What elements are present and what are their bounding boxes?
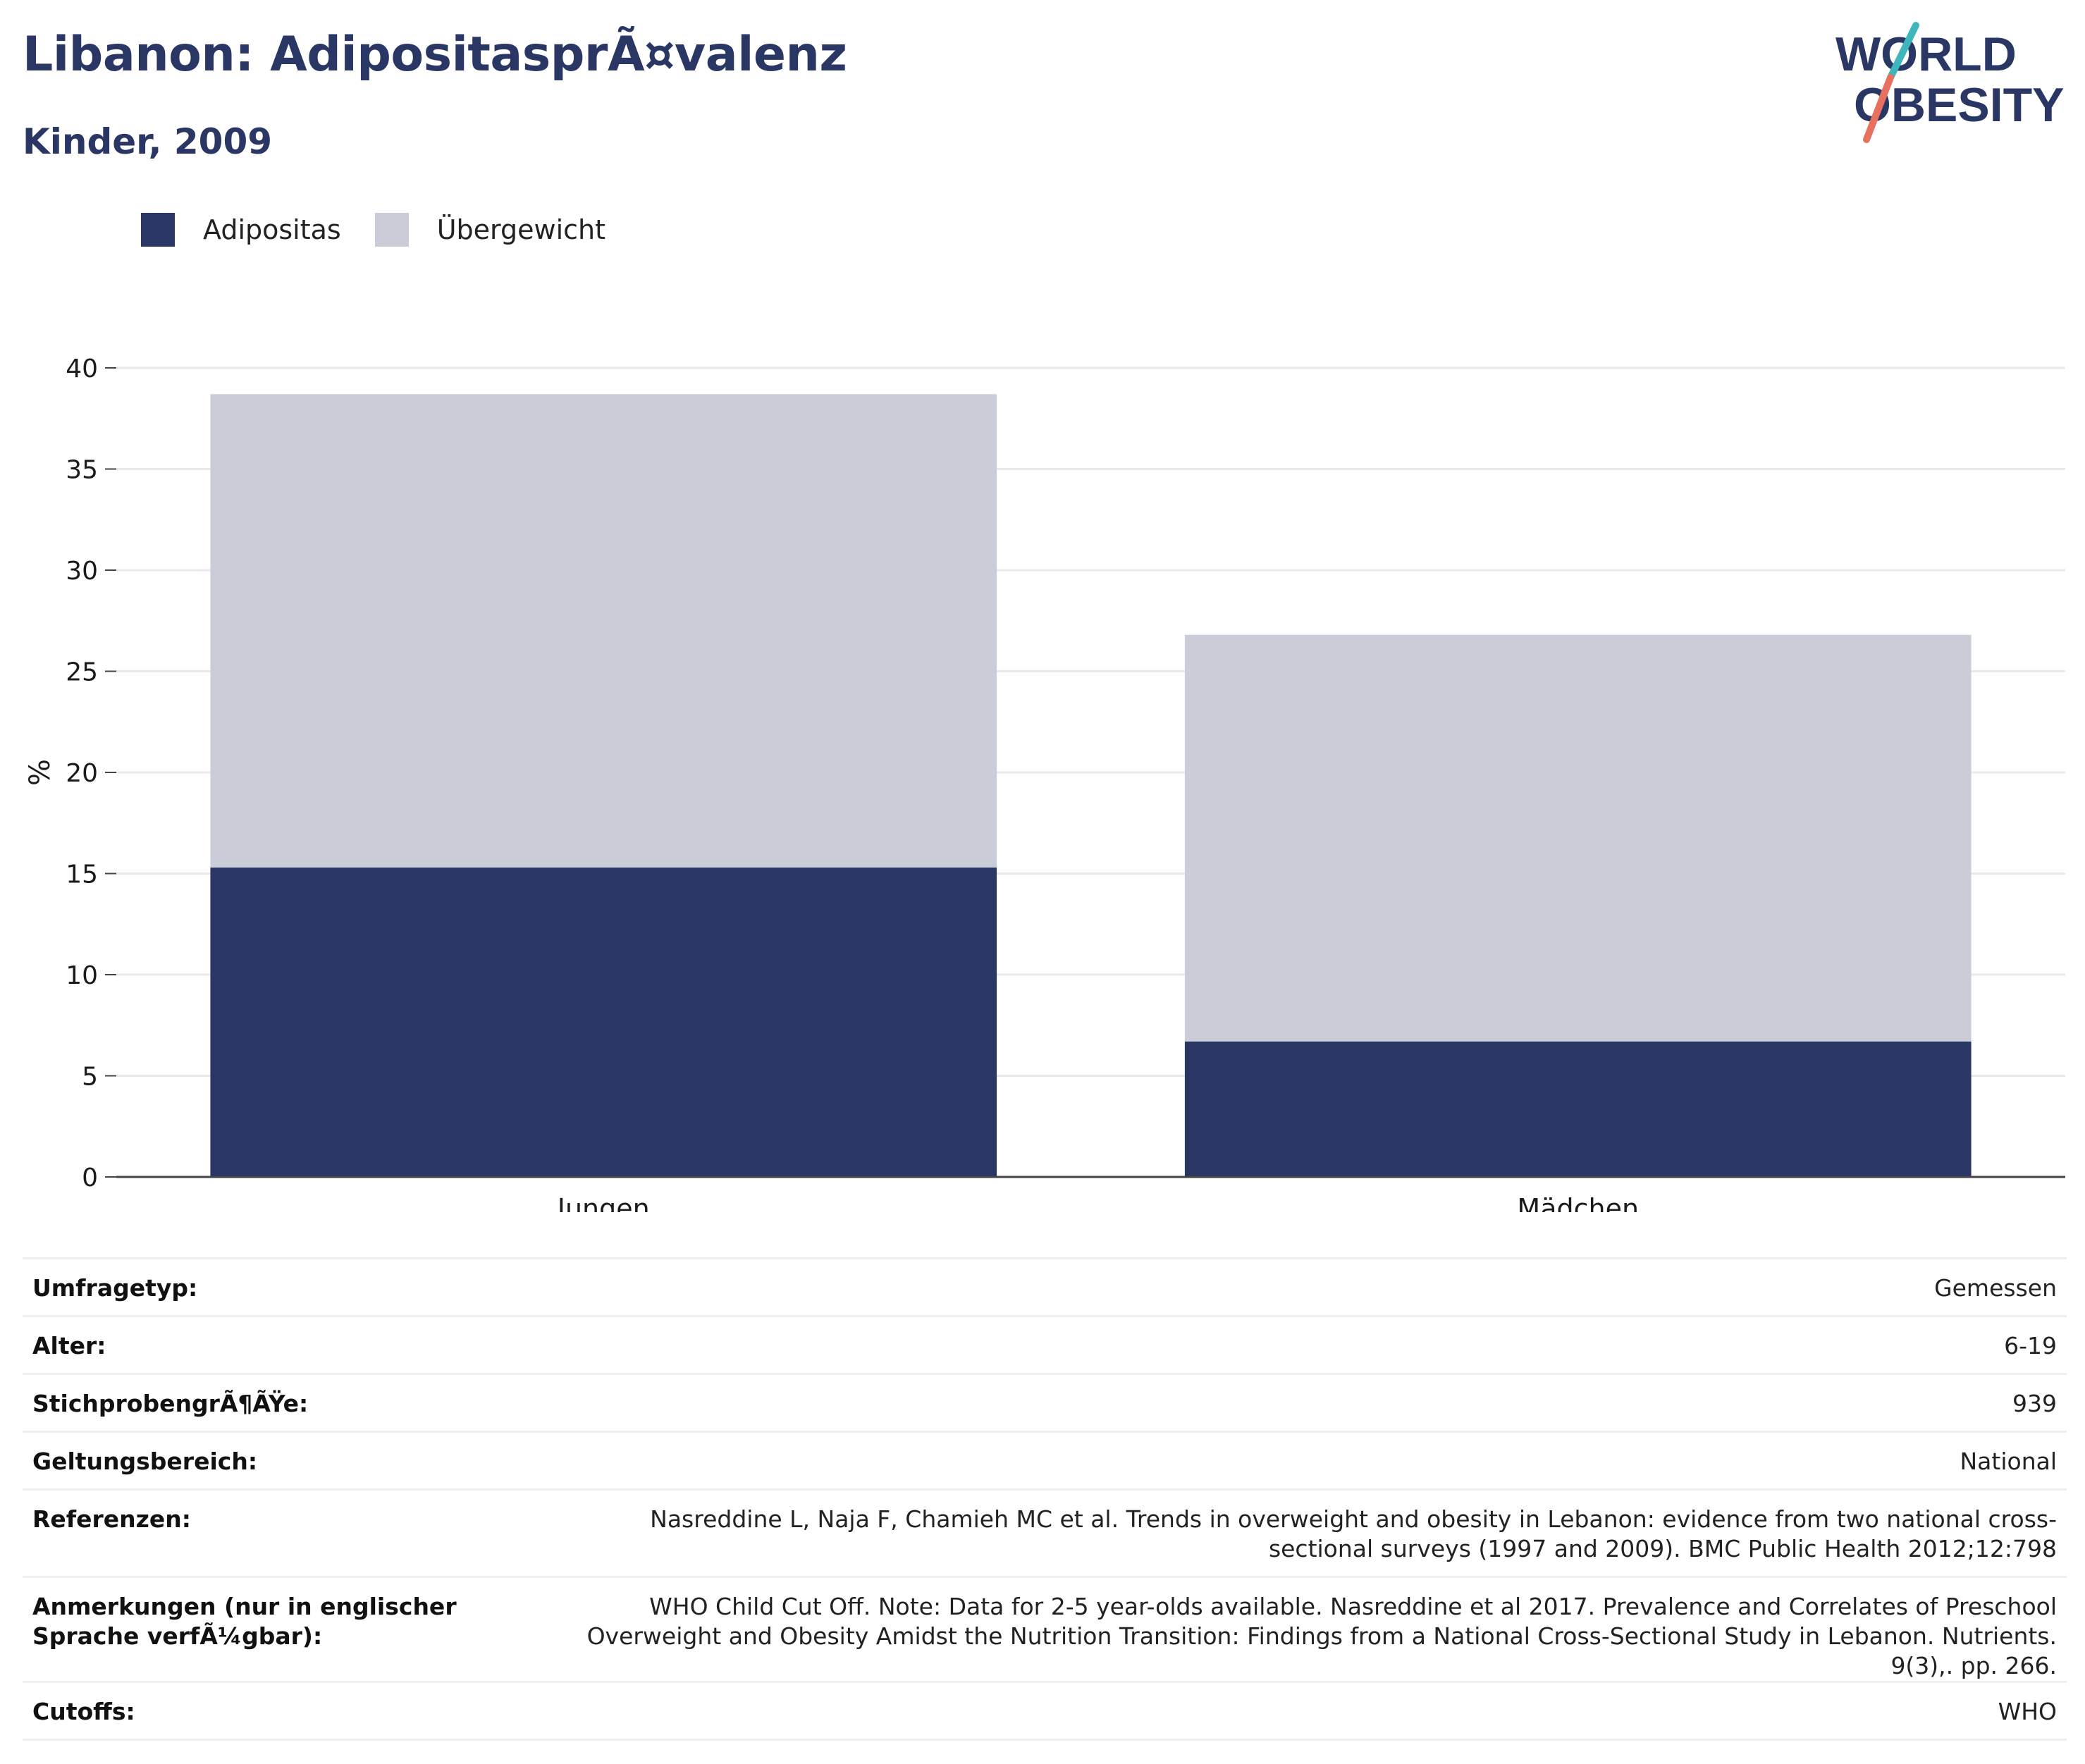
info-label: StichprobengrÃ¶ÃŸe: xyxy=(23,1373,550,1432)
x-tick-label: Jungen xyxy=(556,1193,650,1212)
info-value: National xyxy=(550,1431,2067,1490)
y-tick-label: 20 xyxy=(66,759,98,788)
info-label: Umfragetyp: xyxy=(23,1257,550,1316)
legend-label-adipositas: Adipositas xyxy=(203,214,341,245)
legend-swatch-uebergewicht xyxy=(374,213,409,247)
logo-slash-coral xyxy=(1863,74,1894,143)
chart-title: Libanon: AdipositasprÃ¤valenz xyxy=(23,27,847,82)
info-value: WHO xyxy=(550,1681,2067,1741)
logo-word-world: WORLD xyxy=(1835,27,2017,81)
info-value: Nasreddine L, Naja F, Chamieh MC et al. … xyxy=(550,1488,2067,1577)
info-label: Geltungsbereich: xyxy=(23,1431,550,1490)
logo-slash-teal xyxy=(1887,22,1919,81)
bar-adipositas-maedchen xyxy=(1184,1041,1972,1177)
legend-item-adipositas: Adipositas xyxy=(141,213,341,247)
info-label: Alter: xyxy=(23,1315,550,1374)
y-tick-label: 0 xyxy=(82,1164,98,1192)
info-row: Umfragetyp: Gemessen xyxy=(23,1257,2067,1316)
info-row: Geltungsbereich: National xyxy=(23,1431,2067,1490)
y-tick-label: 5 xyxy=(82,1063,98,1092)
y-tick-label: 40 xyxy=(66,354,98,383)
info-label: Anmerkungen (nur in englischer Sprache v… xyxy=(23,1576,550,1682)
info-row: StichprobengrÃ¶ÃŸe: 939 xyxy=(23,1373,2067,1432)
y-tick-label: 30 xyxy=(66,557,98,586)
bar-uebergewicht-jungen xyxy=(210,394,997,868)
y-tick-label: 35 xyxy=(66,456,98,485)
world-obesity-logo: WORLD OBESITY xyxy=(1835,22,2065,143)
info-value: WHO Child Cut Off. Note: Data for 2-5 ye… xyxy=(550,1576,2067,1682)
info-row: Alter: 6-19 xyxy=(23,1315,2067,1374)
bar-adipositas-jungen xyxy=(210,867,997,1177)
info-label: Referenzen: xyxy=(23,1488,550,1577)
chart-subtitle: Kinder, 2009 xyxy=(23,121,273,162)
stacked-bar-chart: 0 5 10 15 20 25 30 35 40% Jungen Mädchen xyxy=(24,354,2065,1212)
info-row: Cutoffs: WHO xyxy=(23,1681,2067,1741)
info-value: Gemessen xyxy=(550,1257,2067,1316)
legend-item-uebergewicht: Übergewicht xyxy=(374,213,605,247)
info-row: Anmerkungen (nur in englischer Sprache v… xyxy=(23,1576,2067,1682)
y-tick-label: 25 xyxy=(66,658,98,687)
y-tick-label: 10 xyxy=(66,961,98,990)
survey-info-table: Umfragetyp: Gemessen Alter: 6-19 Stichproben… xyxy=(23,1257,2067,1741)
info-value: 939 xyxy=(550,1373,2067,1432)
y-tick-label: 15 xyxy=(66,861,98,889)
x-tick-label: Mädchen xyxy=(1517,1193,1639,1212)
y-axis-title: % xyxy=(24,759,56,786)
info-label: Cutoffs: xyxy=(23,1681,550,1741)
legend-label-uebergewicht: Übergewicht xyxy=(436,214,605,245)
info-value: 6-19 xyxy=(550,1315,2067,1374)
info-row: Referenzen: Nasreddine L, Naja F, Chamieh… xyxy=(23,1488,2067,1577)
chart-legend: Adipositas Übergewicht xyxy=(141,209,639,251)
bar-uebergewicht-maedchen xyxy=(1184,634,1972,1042)
legend-swatch-adipositas xyxy=(141,213,175,247)
